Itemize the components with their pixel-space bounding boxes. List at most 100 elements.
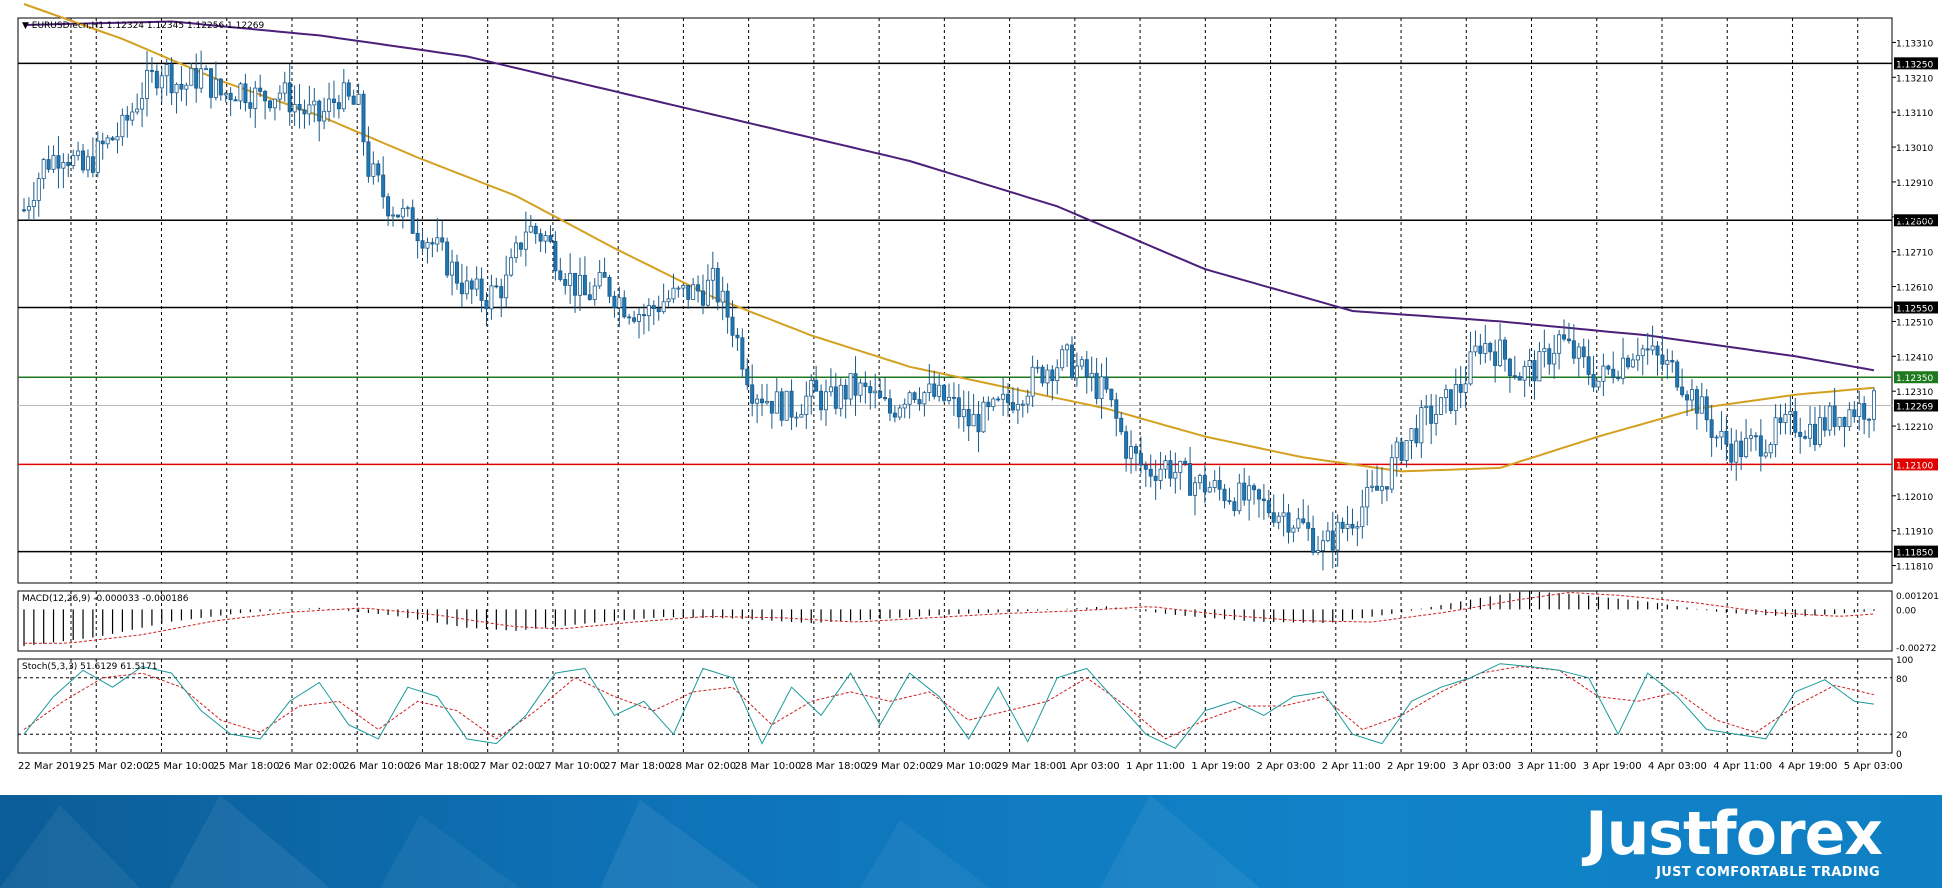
candle-body [263, 91, 268, 102]
candle-body [804, 395, 809, 415]
candle-body [1084, 359, 1089, 378]
candle-body [509, 257, 514, 276]
x-tick-label: 4 Apr 11:00 [1713, 761, 1772, 772]
candle-body [415, 232, 420, 242]
candle-body [878, 390, 883, 398]
level-price-label: 1.12350 [1896, 374, 1933, 384]
candle-body [1261, 498, 1266, 502]
banner-decoration [0, 795, 1260, 888]
candle-body [1837, 416, 1842, 427]
candle-body [1404, 440, 1409, 461]
candle-body [1074, 365, 1079, 379]
candle-body [223, 92, 228, 96]
y-tick-label: 1.12710 [1896, 249, 1933, 259]
candle-body [1365, 486, 1370, 508]
x-tick-label: 1 Apr 19:00 [1191, 761, 1250, 772]
candle-body [1316, 550, 1321, 553]
candle-body [1335, 521, 1340, 551]
candle-body [474, 278, 479, 290]
candle-body [1724, 430, 1729, 445]
candle-body [268, 100, 273, 109]
candle-body [459, 282, 464, 295]
brand-banner: Justforex JUST COMFORTABLE TRADING [0, 795, 1942, 888]
y-tick-label: 1.12410 [1896, 353, 1933, 363]
candle-body [499, 286, 504, 299]
candle-body [1060, 349, 1065, 369]
candle-body [1375, 485, 1380, 491]
candle-body [1842, 416, 1847, 428]
candle-body [1621, 357, 1626, 379]
level-price-tag [1894, 371, 1938, 384]
candle-body [1817, 417, 1822, 445]
candle-body [951, 396, 956, 399]
candle-body [130, 111, 135, 121]
y-tick-label: 1.12510 [1896, 318, 1933, 328]
candle-body [125, 114, 130, 121]
candle-body [322, 110, 327, 122]
candle-body [1783, 414, 1788, 424]
candle-body [51, 155, 56, 170]
macd-y-tick-label: 0.001201 [1896, 592, 1939, 602]
candle-body [307, 104, 312, 115]
candle-body [272, 98, 277, 109]
candle-body [986, 401, 991, 408]
stoch-y-tick-label: 20 [1896, 731, 1908, 741]
candle-body [902, 403, 907, 409]
candle-body [523, 231, 528, 250]
candle-body [1178, 460, 1183, 473]
candle-body [1601, 365, 1606, 382]
candle-body [996, 398, 1001, 401]
x-tick-label: 5 Apr 03:00 [1844, 761, 1903, 772]
x-tick-label: 25 Mar 18:00 [213, 761, 280, 772]
slow-moving-average [23, 20, 1875, 372]
level-price-label: 1.11850 [1896, 549, 1933, 559]
candle-body [568, 272, 573, 286]
candle-body [381, 174, 386, 198]
candle-body [297, 103, 302, 111]
candle-body [789, 390, 794, 418]
current-price-label: 1.12269 [1896, 402, 1933, 412]
candle-body [750, 384, 755, 404]
candle-body [435, 237, 440, 245]
macd-y-tick-label: -0.00272 [1896, 644, 1936, 654]
candle-body [700, 290, 705, 306]
candle-body [464, 280, 469, 295]
candle-body [1507, 358, 1512, 377]
candle-body [1030, 366, 1035, 397]
candle-body [873, 390, 878, 394]
candle-body [36, 178, 41, 201]
candle-body [686, 285, 691, 300]
x-tick-label: 22 Mar 2019 [18, 761, 81, 772]
candle-body [927, 383, 932, 393]
candle-body [828, 386, 833, 393]
candle-body [1694, 389, 1699, 414]
candle-body [71, 155, 76, 166]
candle-body [617, 297, 622, 308]
candle-body [1409, 428, 1414, 441]
y-tick-label: 1.13210 [1896, 74, 1933, 84]
candle-body [1498, 339, 1503, 366]
brand-logo[interactable]: Justforex [1585, 799, 1883, 869]
y-tick-label: 1.13310 [1896, 39, 1933, 49]
candle-body [760, 398, 765, 404]
candle-body [1586, 356, 1591, 375]
candle-body [228, 92, 233, 101]
y-tick-label: 1.12610 [1896, 284, 1933, 294]
candle-body [282, 82, 287, 94]
candle-body [661, 301, 666, 313]
candle-body [1148, 468, 1153, 477]
candle-body [95, 140, 100, 173]
candle-body [1389, 457, 1394, 490]
candle-body [1232, 501, 1237, 512]
candle-body [1001, 393, 1006, 400]
candle-body [883, 397, 888, 400]
candle-body [1311, 527, 1316, 553]
y-tick-label: 1.11810 [1896, 563, 1933, 573]
candle-body [1739, 440, 1744, 458]
candle-body [809, 380, 814, 397]
candle-body [1640, 348, 1645, 357]
candle-body [258, 87, 263, 92]
candle-body [287, 82, 292, 113]
candle-body [710, 268, 715, 281]
candle-body [1478, 345, 1483, 354]
